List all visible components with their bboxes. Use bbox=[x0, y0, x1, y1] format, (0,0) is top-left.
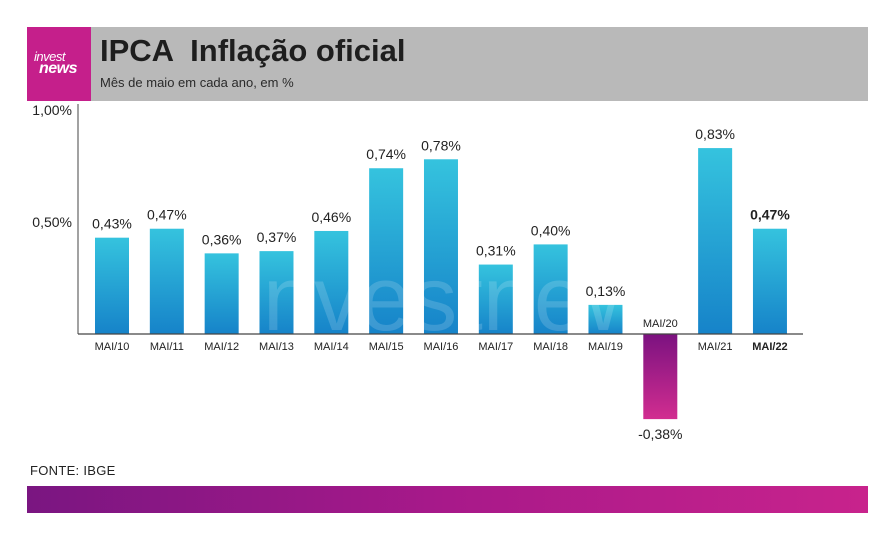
bar bbox=[259, 251, 294, 334]
x-tick-label: MAI/14 bbox=[314, 341, 349, 353]
data-label: 0,43% bbox=[92, 216, 132, 232]
x-tick-label: MAI/11 bbox=[150, 341, 184, 353]
x-tick-label: MAI/20 bbox=[643, 318, 678, 330]
source-note: FONTE: IBGE bbox=[30, 463, 116, 478]
data-label: 0,47% bbox=[750, 207, 790, 223]
x-tick-label: MAI/15 bbox=[369, 341, 404, 353]
footer-gradient-bar bbox=[27, 486, 868, 513]
chart-title: IPCA Inflação oficial bbox=[100, 33, 406, 68]
bar bbox=[314, 230, 349, 334]
x-tick-label: MAI/22 bbox=[752, 341, 787, 353]
x-tick-label: MAI/18 bbox=[533, 341, 568, 353]
bar bbox=[149, 228, 184, 334]
data-label: 0,36% bbox=[202, 231, 242, 247]
bar bbox=[752, 228, 787, 334]
data-label: 0,13% bbox=[586, 283, 626, 299]
bar bbox=[643, 334, 678, 420]
bar bbox=[698, 148, 733, 334]
chart-header: invest news IPCA Inflação oficial Mês de… bbox=[27, 27, 868, 101]
data-label: 0,31% bbox=[476, 243, 516, 259]
logo-text-invest: invest bbox=[34, 49, 65, 64]
data-label: 0,47% bbox=[147, 207, 187, 223]
bar bbox=[204, 253, 239, 334]
watermark: investnews bbox=[242, 248, 697, 350]
x-tick-label: MAI/13 bbox=[259, 341, 294, 353]
data-label: 0,46% bbox=[311, 209, 351, 225]
bar bbox=[95, 237, 129, 334]
data-label: -0,38% bbox=[638, 426, 682, 442]
data-label: 0,83% bbox=[695, 126, 735, 142]
x-tick-label: MAI/19 bbox=[588, 341, 623, 353]
data-label: 0,74% bbox=[366, 146, 406, 162]
bar bbox=[478, 264, 513, 334]
chart-subtitle: Mês de maio em cada ano, em % bbox=[100, 75, 294, 90]
bar bbox=[588, 304, 623, 334]
bar bbox=[369, 168, 404, 334]
x-tick-label: MAI/21 bbox=[698, 341, 733, 353]
logo-text-news: news bbox=[39, 60, 78, 77]
x-tick-label: MAI/10 bbox=[95, 341, 130, 353]
data-label: 0,40% bbox=[531, 222, 571, 238]
bar bbox=[533, 244, 568, 334]
y-tick-label: 1,00% bbox=[32, 102, 72, 118]
bar bbox=[423, 159, 458, 334]
x-tick-label: MAI/12 bbox=[204, 341, 239, 353]
y-tick-label: 0,50% bbox=[32, 214, 72, 230]
x-tick-label: MAI/17 bbox=[478, 341, 513, 353]
investnews-logo: invest news bbox=[27, 27, 91, 101]
data-label: 0,78% bbox=[421, 137, 461, 153]
data-label: 0,37% bbox=[257, 229, 297, 245]
x-tick-label: MAI/16 bbox=[424, 341, 459, 353]
